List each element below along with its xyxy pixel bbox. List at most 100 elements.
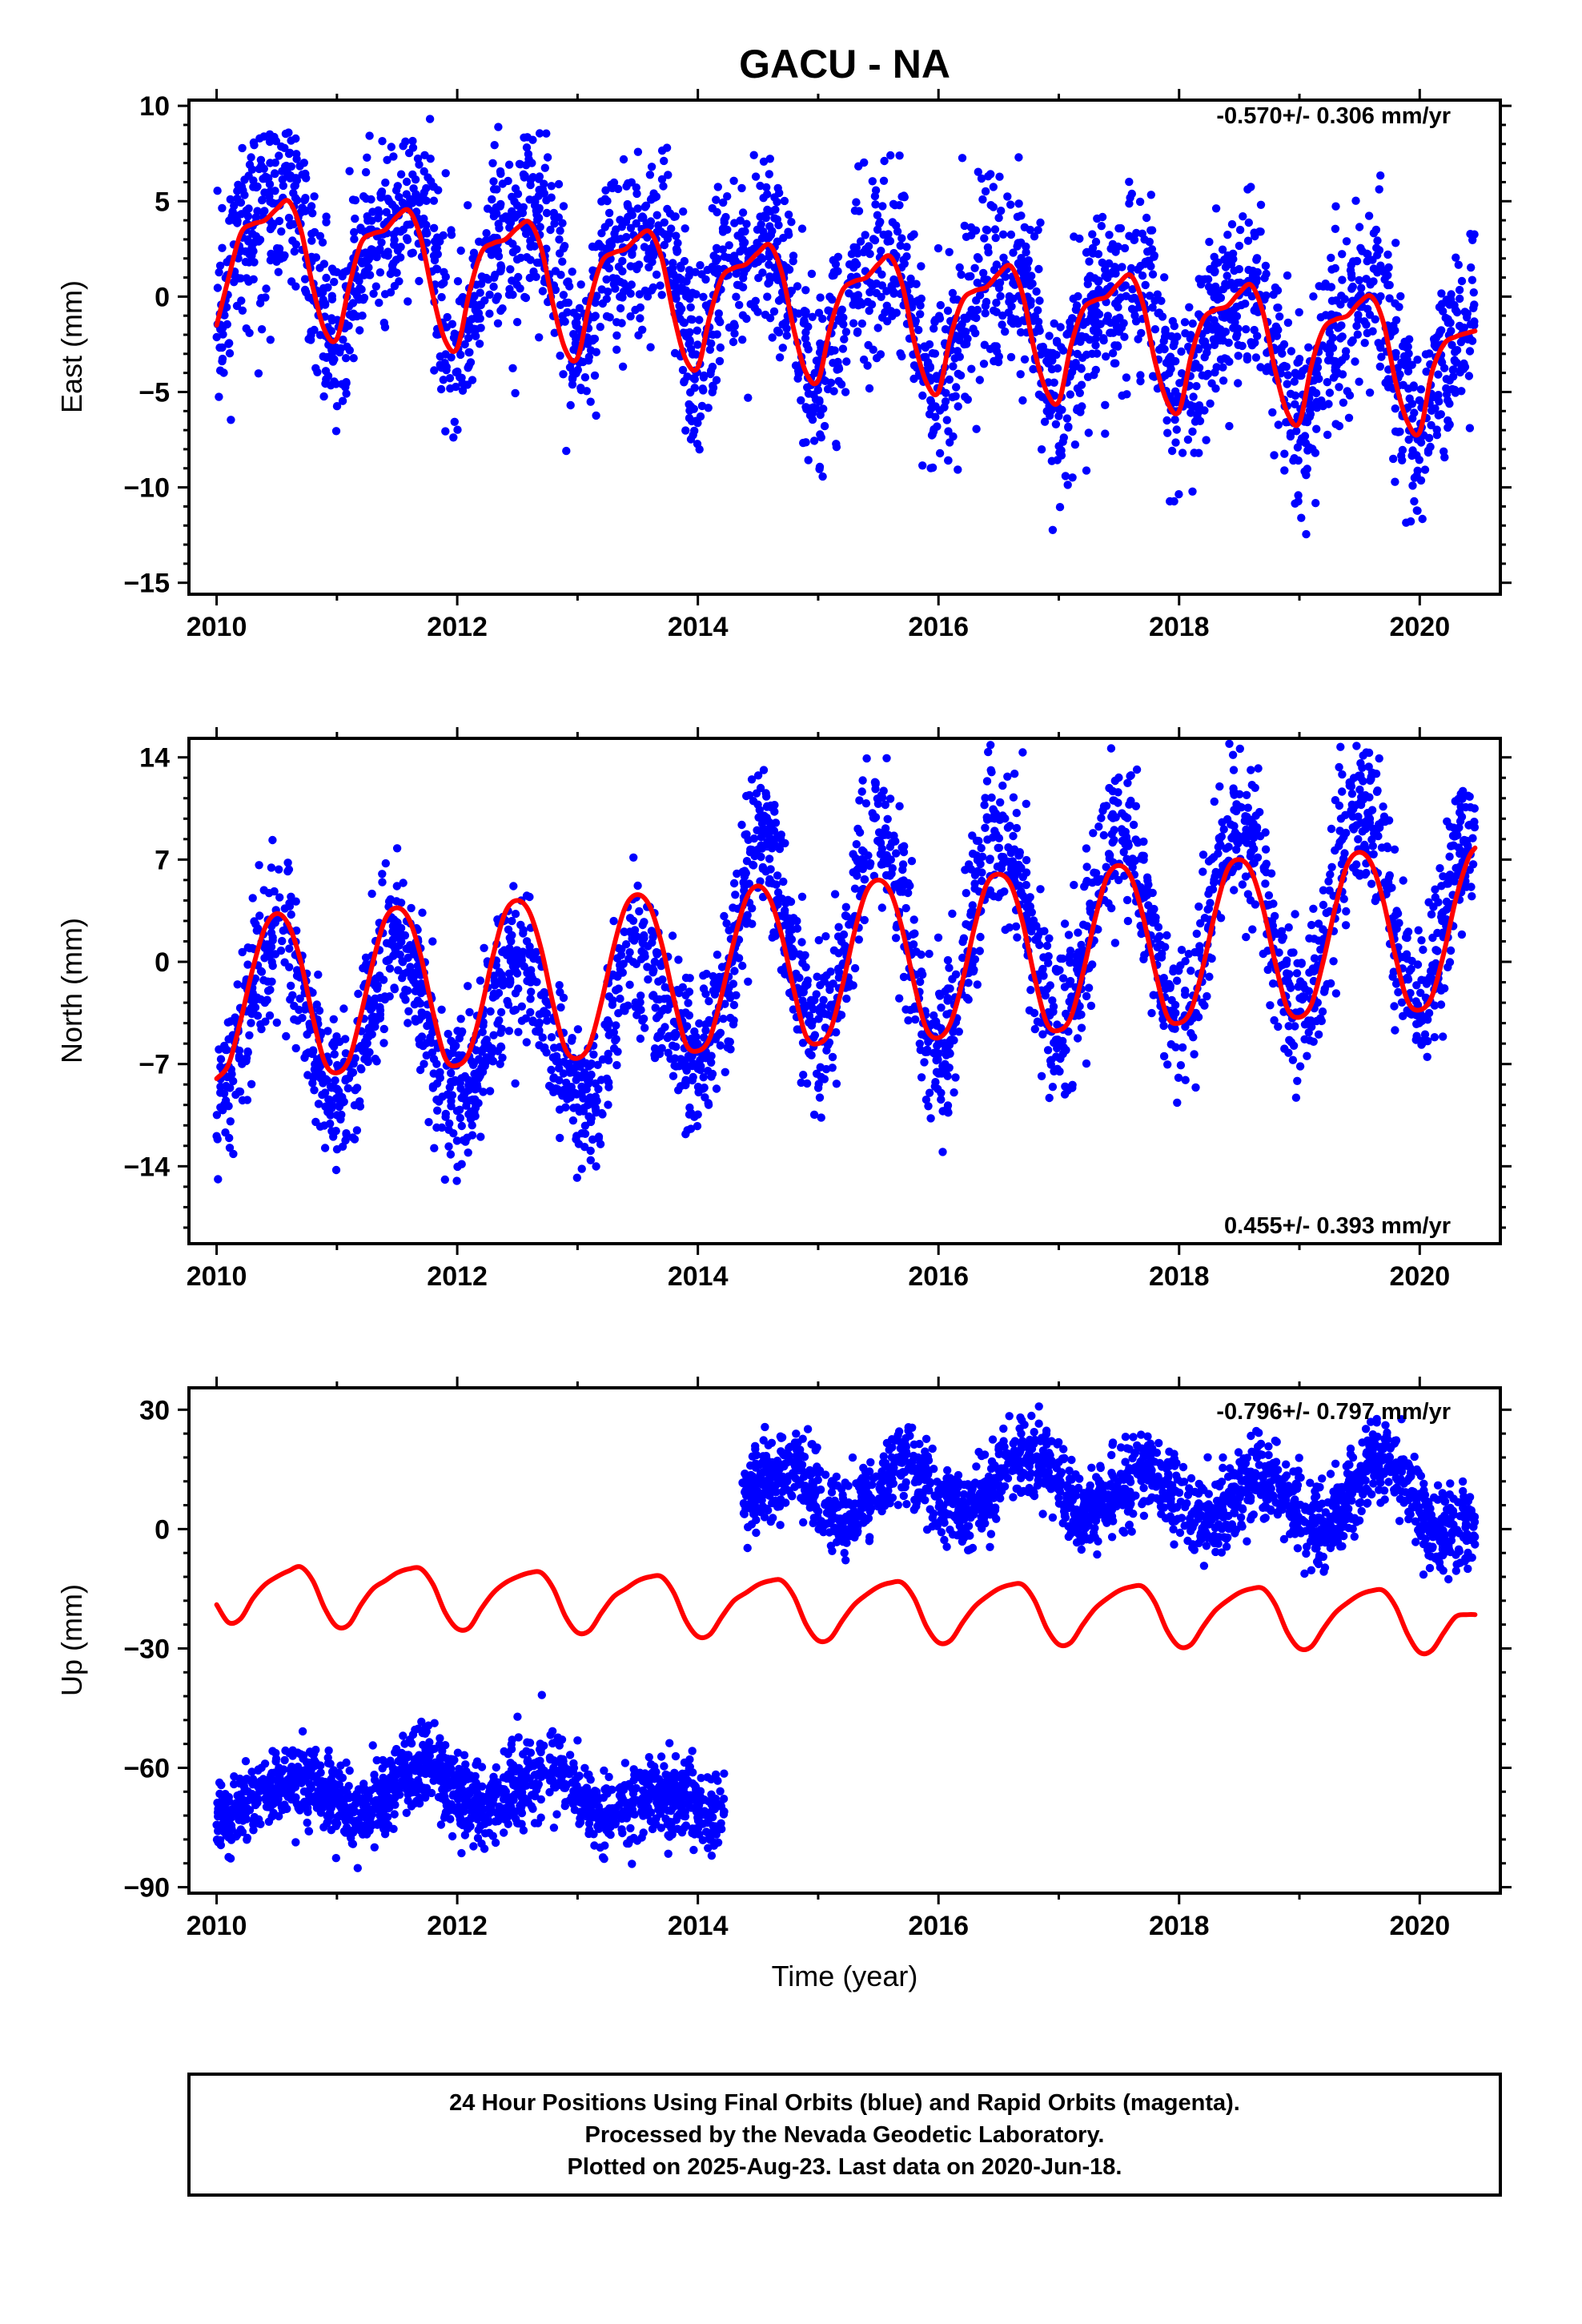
east-data-point [288, 236, 297, 245]
north-data-point [381, 858, 390, 868]
east-data-point [1087, 349, 1097, 358]
east-data-point [692, 290, 701, 299]
east-data-point [327, 352, 336, 360]
east-data-point [1091, 341, 1100, 350]
north-data-point [1082, 844, 1091, 853]
east-data-point [1125, 177, 1134, 187]
east-data-point [499, 214, 508, 223]
north-data-point [1162, 931, 1171, 940]
east-data-point [652, 211, 661, 219]
north-data-point [1205, 972, 1214, 981]
east-data-point [1150, 251, 1159, 260]
north-data-point [1026, 986, 1035, 995]
east-data-point [636, 303, 644, 312]
east-data-point [1283, 318, 1293, 328]
east-data-point [1170, 415, 1179, 424]
east-data-point [682, 328, 691, 337]
east-data-point [1034, 226, 1042, 235]
east-data-point [677, 263, 685, 272]
east-data-point [1418, 514, 1427, 524]
east-data-point [445, 374, 455, 383]
east-data-point [1084, 428, 1094, 437]
east-data-point [488, 195, 496, 204]
east-data-point [816, 430, 825, 439]
north-data-point [247, 1019, 255, 1027]
north-data-point [1099, 802, 1109, 811]
east-data-point [515, 159, 524, 168]
east-data-point [738, 208, 748, 217]
east-data-point [1353, 330, 1363, 339]
east-data-point [1204, 322, 1214, 331]
east-data-point [758, 268, 767, 277]
east-data-point [1412, 506, 1422, 515]
east-data-point [1209, 335, 1219, 344]
north-data-point [1010, 770, 1019, 778]
east-data-point [1363, 250, 1372, 259]
east-data-point [849, 292, 859, 301]
east-data-point [875, 219, 884, 228]
north-data-point [1163, 1060, 1172, 1069]
east-data-point [335, 348, 344, 357]
east-data-point [258, 195, 267, 205]
east-data-point [437, 292, 446, 302]
east-data-point [1421, 350, 1431, 359]
east-data-point [1186, 408, 1195, 417]
east-data-point [411, 175, 420, 184]
east-data-point [681, 426, 690, 435]
east-data-point [1256, 200, 1266, 209]
east-data-point [1127, 304, 1137, 313]
east-data-point [241, 257, 251, 267]
north-data-point [248, 894, 257, 903]
east-data-point [342, 378, 351, 387]
east-data-point [618, 362, 628, 371]
east-data-point [1447, 340, 1456, 349]
east-data-point [456, 246, 465, 255]
north-data-point [448, 1091, 457, 1100]
north-data-point [1430, 1033, 1439, 1042]
east-data-point [1058, 346, 1068, 355]
east-data-point [808, 312, 817, 321]
north-data-point [976, 932, 985, 942]
east-y-tick-label: −15 [123, 569, 170, 599]
east-data-point [955, 263, 964, 272]
east-data-point [1223, 231, 1232, 239]
east-data-point [696, 412, 705, 421]
east-data-point [244, 204, 253, 213]
north-data-point [1446, 946, 1456, 955]
north-data-point [813, 972, 821, 981]
north-data-point [1270, 1015, 1279, 1025]
east-data-point [1166, 360, 1174, 370]
east-data-point [1331, 263, 1340, 273]
east-data-point [568, 380, 577, 389]
east-data-point [930, 324, 938, 333]
east-data-point [1305, 443, 1314, 452]
east-data-point [447, 226, 456, 235]
east-data-point [287, 136, 295, 145]
north-data-point [855, 828, 865, 837]
north-data-point [1314, 1030, 1323, 1039]
east-data-point [640, 203, 649, 211]
east-y-tick-label: −10 [123, 473, 170, 504]
east-data-point [1255, 227, 1264, 236]
east-data-point [710, 267, 719, 276]
north-data-point [1355, 785, 1364, 794]
east-data-point [1315, 282, 1323, 291]
north-data-point [899, 972, 909, 982]
east-data-point [1437, 289, 1446, 298]
east-data-point [1170, 497, 1178, 506]
north-data-point [1086, 907, 1095, 916]
north-data-point [1247, 766, 1255, 774]
east-data-point [414, 195, 423, 204]
north-data-point [1379, 802, 1387, 811]
east-data-point [1101, 400, 1110, 409]
east-data-point [1439, 307, 1447, 316]
east-data-point [941, 397, 950, 406]
east-data-point [784, 227, 793, 236]
east-data-point [1347, 338, 1356, 347]
east-data-point [1376, 171, 1385, 180]
east-data-point [1279, 340, 1289, 349]
east-data-point [311, 364, 320, 372]
east-data-point [434, 186, 443, 195]
east-data-point [1369, 277, 1378, 286]
north-data-point [486, 1007, 495, 1016]
